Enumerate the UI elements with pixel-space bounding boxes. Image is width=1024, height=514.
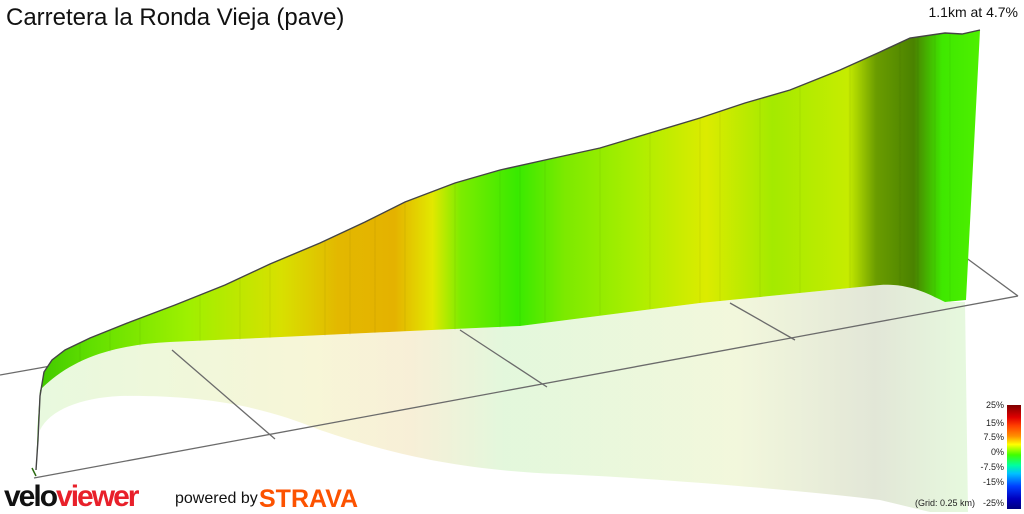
profile-reflection — [40, 284, 968, 512]
legend-tick: -15% — [982, 477, 1004, 487]
legend-tick: -25% — [982, 498, 1004, 508]
profile-wall — [36, 30, 980, 470]
grid-note: (Grid: 0.25 km) — [914, 498, 975, 508]
strava-logo[interactable]: STRAVA — [259, 485, 359, 513]
powered-by-text: powered by — [175, 490, 258, 507]
profile-outline — [35, 29, 981, 471]
gradient-segments — [79, 33, 951, 362]
logo-viewer: viewer — [56, 480, 139, 513]
climb-summary: 1.1km at 4.7% — [928, 4, 1019, 20]
gradient-legend: 25% 15% 7.5% 0% -7.5% -15% -25% (Grid: 0… — [901, 400, 1021, 511]
legend-tick: 15% — [985, 418, 1004, 428]
logo-velo: velo — [4, 480, 58, 513]
gradient-colorbar — [1007, 405, 1021, 509]
legend-tick: 0% — [990, 447, 1004, 457]
profile-start-tail — [31, 467, 37, 477]
veloviewer-logo[interactable]: veloviewer — [4, 480, 139, 513]
legend-tick: -7.5% — [980, 462, 1004, 472]
page-title: Carretera la Ronda Vieja (pave) — [6, 4, 345, 31]
legend-tick: 7.5% — [983, 432, 1004, 442]
legend-tick: 25% — [985, 400, 1004, 410]
ground-grid — [0, 256, 1019, 479]
